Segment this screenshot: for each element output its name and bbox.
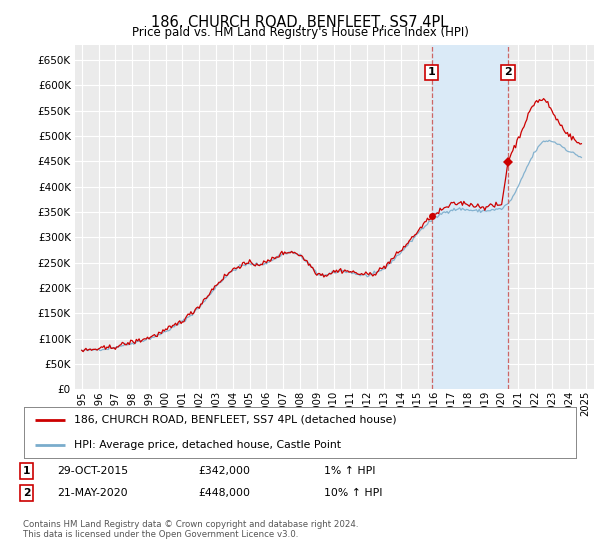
Text: 29-OCT-2015: 29-OCT-2015 (57, 466, 128, 476)
Text: 2: 2 (504, 67, 512, 77)
Text: 1: 1 (23, 466, 30, 476)
Text: Price paid vs. HM Land Registry's House Price Index (HPI): Price paid vs. HM Land Registry's House … (131, 26, 469, 39)
Text: 10% ↑ HPI: 10% ↑ HPI (324, 488, 383, 498)
Text: 21-MAY-2020: 21-MAY-2020 (57, 488, 128, 498)
Text: 186, CHURCH ROAD, BENFLEET, SS7 4PL (detached house): 186, CHURCH ROAD, BENFLEET, SS7 4PL (det… (74, 415, 397, 424)
Text: 186, CHURCH ROAD, BENFLEET, SS7 4PL: 186, CHURCH ROAD, BENFLEET, SS7 4PL (151, 15, 449, 30)
Text: 1% ↑ HPI: 1% ↑ HPI (324, 466, 376, 476)
Text: 1: 1 (428, 67, 436, 77)
Text: HPI: Average price, detached house, Castle Point: HPI: Average price, detached house, Cast… (74, 440, 341, 450)
Text: £448,000: £448,000 (198, 488, 250, 498)
Text: Contains HM Land Registry data © Crown copyright and database right 2024.
This d: Contains HM Land Registry data © Crown c… (23, 520, 358, 539)
Text: 2: 2 (23, 488, 31, 498)
Text: £342,000: £342,000 (198, 466, 250, 476)
Bar (431, 45, 508, 389)
